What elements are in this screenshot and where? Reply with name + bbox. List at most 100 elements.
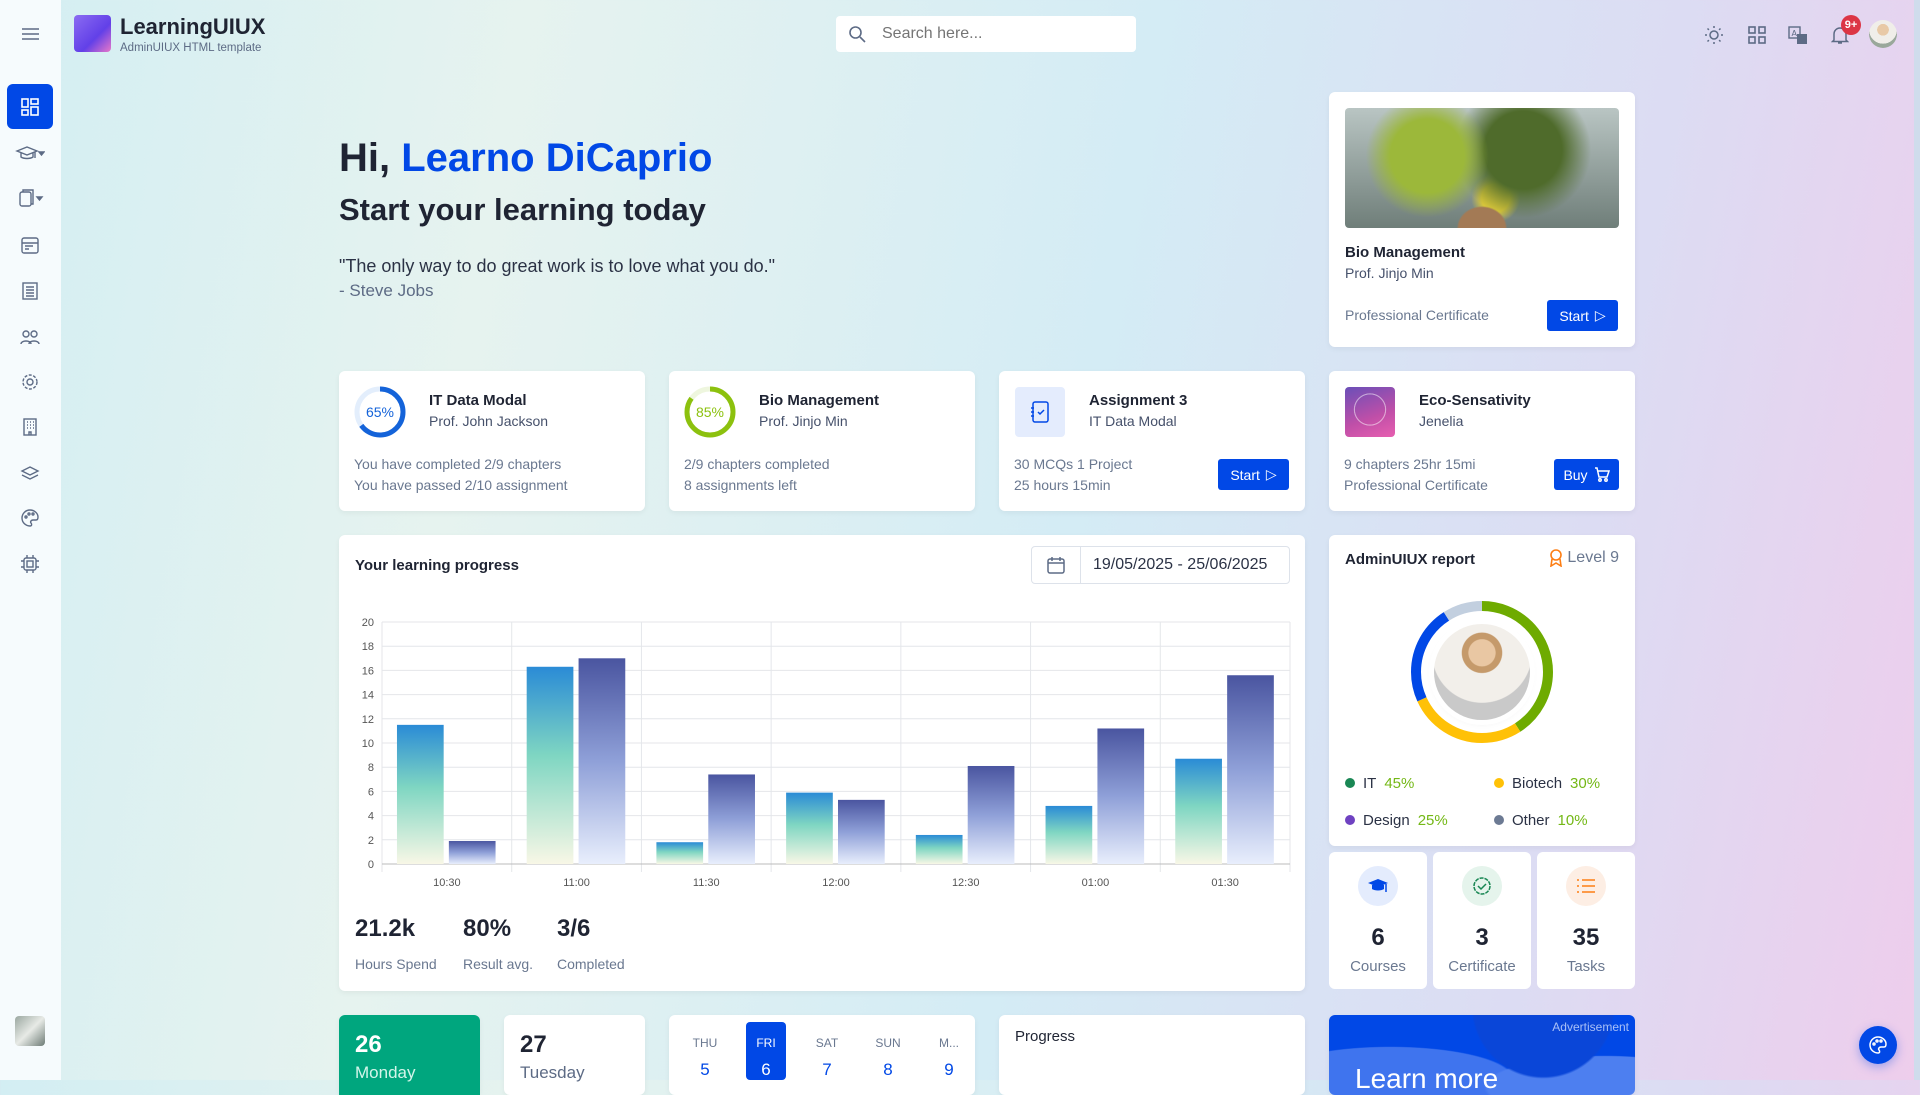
courses-stat[interactable]: 6 Courses — [1329, 852, 1427, 989]
svg-text:85%: 85% — [696, 404, 724, 420]
stat-number: 6 — [1371, 924, 1385, 951]
notification-badge: 9+ — [1841, 15, 1861, 35]
svg-text:65%: 65% — [366, 404, 394, 420]
bar — [526, 666, 574, 864]
tasks-stat[interactable]: 35 Tasks — [1537, 852, 1635, 989]
featured-course-card: Bio Management Prof. Jinjo Min Professio… — [1329, 92, 1635, 347]
card-line: Professional Certificate — [1344, 477, 1488, 493]
bar — [708, 774, 755, 864]
assignment-icon — [1015, 387, 1065, 437]
calendar-day[interactable]: SAT 7 — [815, 1036, 839, 1079]
menu-icon[interactable] — [22, 27, 39, 46]
course-card[interactable]: 65% IT Data Modal Prof. John Jackson You… — [339, 371, 645, 511]
bar — [656, 842, 704, 864]
sidebar-item-reports[interactable] — [7, 268, 53, 313]
day-card-monday[interactable]: 26 Monday — [339, 1015, 480, 1095]
day-number: 26 — [355, 1031, 382, 1058]
calendar-day-selected[interactable]: FRI 6 — [746, 1022, 786, 1080]
start-button[interactable]: Start ▷ — [1547, 300, 1618, 331]
x-tick-label: 10:30 — [433, 877, 461, 889]
stat-label: Completed — [557, 956, 625, 972]
x-tick-label: 01:30 — [1211, 877, 1239, 889]
stat-number: 35 — [1572, 924, 1600, 951]
card-subtitle: IT Data Modal — [1089, 413, 1177, 429]
calendar-day[interactable]: SUN 8 — [875, 1036, 901, 1079]
search-box[interactable] — [836, 16, 1136, 52]
course-card[interactable]: Eco-Sensativity Jenelia 9 chapters 25hr … — [1329, 371, 1635, 511]
sidebar-item-layers[interactable] — [7, 450, 53, 495]
cart-icon — [1594, 467, 1610, 482]
sidebar-item-learning[interactable] — [7, 131, 53, 176]
calendar-icon — [1032, 547, 1081, 583]
bar — [786, 792, 833, 864]
bar — [915, 834, 963, 864]
certificate-badge-icon — [1462, 866, 1502, 906]
sidebar-item-themes[interactable] — [7, 495, 53, 540]
certificate-stat[interactable]: 3 Certificate — [1433, 852, 1531, 989]
date-range-picker[interactable]: 19/05/2025 - 25/06/2025 — [1031, 546, 1290, 584]
bar — [578, 658, 626, 864]
sidebar-item-calendar[interactable] — [7, 222, 53, 267]
card-title: Assignment 3 — [1089, 392, 1188, 409]
sidebar-item-users[interactable] — [7, 314, 53, 359]
buy-button[interactable]: Buy — [1554, 459, 1619, 490]
sidebar-item-courses[interactable] — [7, 176, 53, 221]
bar — [1175, 758, 1222, 864]
card-line: 2/9 chapters completed — [684, 456, 830, 472]
day-card-tuesday[interactable]: 27 Tuesday — [504, 1015, 645, 1095]
sidebar-user-avatar[interactable] — [15, 1016, 45, 1046]
card-line: 25 hours 15min — [1014, 477, 1111, 493]
sidebar-item-settings[interactable] — [7, 359, 53, 404]
search-input[interactable] — [882, 25, 1102, 43]
theme-customizer-button[interactable] — [1859, 1026, 1897, 1064]
assignment-card[interactable]: Assignment 3 IT Data Modal 30 MCQs 1 Pro… — [999, 371, 1305, 511]
y-tick-label: 18 — [362, 641, 374, 653]
progress-ring: 85% — [684, 386, 736, 438]
quote-author: - Steve Jobs — [339, 281, 434, 300]
progress-summary-card: Progress — [999, 1015, 1305, 1095]
advertisement-banner[interactable]: Advertisement Learn more — [1329, 1015, 1635, 1095]
award-icon — [1550, 549, 1563, 567]
bar — [1097, 728, 1145, 864]
graduation-cap-icon — [1358, 866, 1398, 906]
bar — [448, 841, 496, 864]
sidebar-item-dashboard[interactable] — [7, 84, 53, 129]
x-tick-label: 12:30 — [952, 877, 980, 889]
y-tick-label: 20 — [362, 617, 374, 629]
card-subtitle: Prof. Jinjo Min — [759, 413, 848, 429]
bar — [1045, 805, 1093, 864]
stat-label: Courses — [1350, 958, 1406, 975]
y-tick-label: 0 — [368, 859, 374, 871]
start-button[interactable]: Start ▷ — [1218, 459, 1289, 490]
card-line: 8 assignments left — [684, 477, 797, 493]
y-tick-label: 2 — [368, 835, 374, 847]
stat-value: 3/6 — [557, 915, 591, 942]
bar — [1227, 675, 1274, 864]
x-tick-label: 01:00 — [1082, 877, 1110, 889]
bar — [838, 799, 885, 864]
sun-icon[interactable] — [1701, 22, 1727, 48]
svg-text:A: A — [1792, 29, 1798, 38]
course-card[interactable]: 85% Bio Management Prof. Jinjo Min 2/9 c… — [669, 371, 975, 511]
calendar-day[interactable]: M... 9 — [939, 1036, 959, 1079]
bar-chart: 0 2 4 6 8 10 12 14 16 18 20 10:30 11:00 11:30 12:00 12:… — [362, 617, 1291, 889]
ad-headline: Learn more — [1355, 1063, 1499, 1094]
x-tick-label: 12:00 — [822, 877, 850, 889]
play-icon: ▷ — [1594, 307, 1606, 323]
y-tick-label: 8 — [368, 762, 374, 774]
scrollbar[interactable] — [1914, 0, 1920, 1080]
day-number: 27 — [520, 1031, 547, 1058]
card-subtitle: Prof. John Jackson — [429, 413, 549, 429]
sidebar-item-institutes[interactable] — [7, 404, 53, 449]
translate-icon[interactable]: A — [1785, 22, 1811, 48]
stat-label: Tasks — [1566, 958, 1606, 975]
sidebar-item-components[interactable] — [7, 541, 53, 586]
calendar-day[interactable]: THU 5 — [692, 1036, 718, 1079]
legend-item: Biotech 30% — [1494, 775, 1600, 792]
donut-segment — [1411, 601, 1553, 743]
apps-grid-icon[interactable] — [1744, 22, 1770, 48]
stat-number: 3 — [1475, 924, 1489, 951]
bar — [396, 724, 444, 864]
list-icon — [1566, 866, 1606, 906]
user-avatar[interactable] — [1869, 20, 1897, 48]
